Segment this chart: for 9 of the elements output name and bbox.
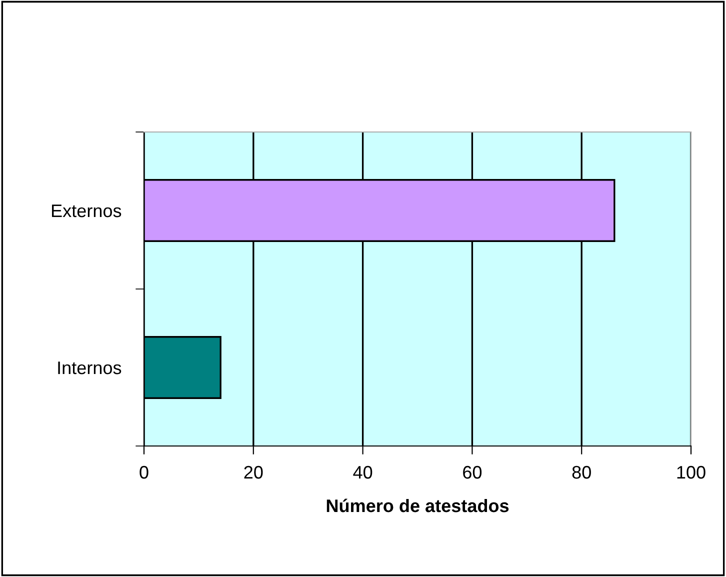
x-axis-title: Número de atestados (326, 498, 509, 512)
x-tick-label: 40 (353, 466, 372, 479)
y-tick-label: Internos (58, 362, 122, 374)
x-tick-label: 0 (140, 466, 148, 479)
x-tick-label: 100 (677, 466, 706, 479)
x-tick-label: 80 (572, 466, 591, 479)
x-tick-label: 20 (244, 466, 263, 479)
x-tick-label: 60 (463, 466, 482, 479)
y-tick-label: Externos (52, 204, 122, 218)
